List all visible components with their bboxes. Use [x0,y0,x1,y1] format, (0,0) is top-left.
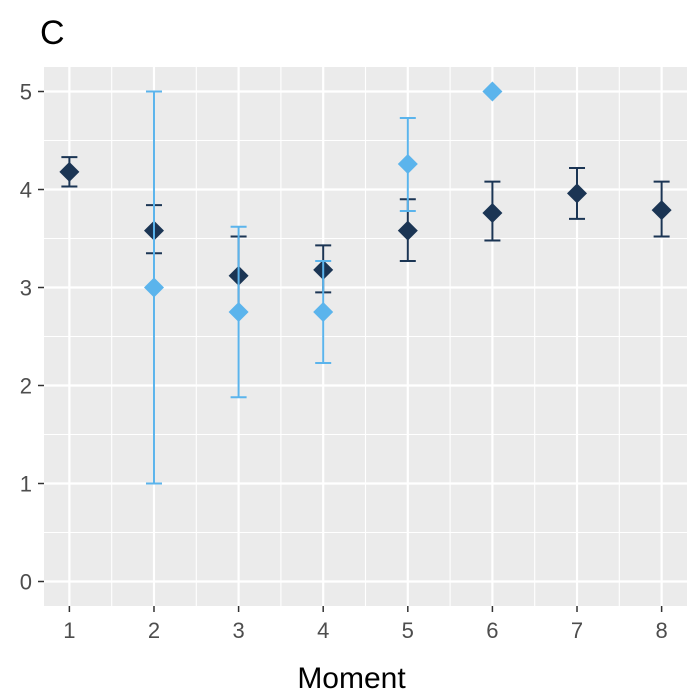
x-tick-label: 2 [148,618,160,643]
axes: 1 2 3 4 5 6 7 8 0 1 2 3 4 5 [20,80,668,644]
y-tick-label: 2 [20,374,32,399]
y-tick-label: 0 [20,570,32,595]
y-tick-label: 1 [20,472,32,497]
x-tick-label: 7 [571,618,583,643]
data-point-diamond [397,220,418,241]
x-tick-label: 8 [655,618,667,643]
x-tick-label: 5 [402,618,414,643]
data-point-diamond [59,161,80,182]
data-point-diamond [397,154,418,175]
x-tick-label: 6 [486,618,498,643]
y-tick-label: 5 [20,80,32,105]
y-tick-label: 3 [20,276,32,301]
data-marks [59,81,672,485]
panel-label: C [40,14,65,52]
data-point-diamond [228,302,249,322]
x-tick-label: 4 [317,618,329,643]
data-point-diamond [482,81,503,102]
x-tick-label: 1 [63,618,75,643]
x-axis-title: Moment [297,662,406,695]
y-tick-label: 4 [20,178,32,203]
data-point-diamond [482,203,503,224]
data-point-diamond [651,200,672,221]
data-point-diamond [567,183,588,204]
x-tick-label: 3 [232,618,244,643]
data-point-diamond [313,302,334,322]
data-point-diamond [143,277,164,298]
